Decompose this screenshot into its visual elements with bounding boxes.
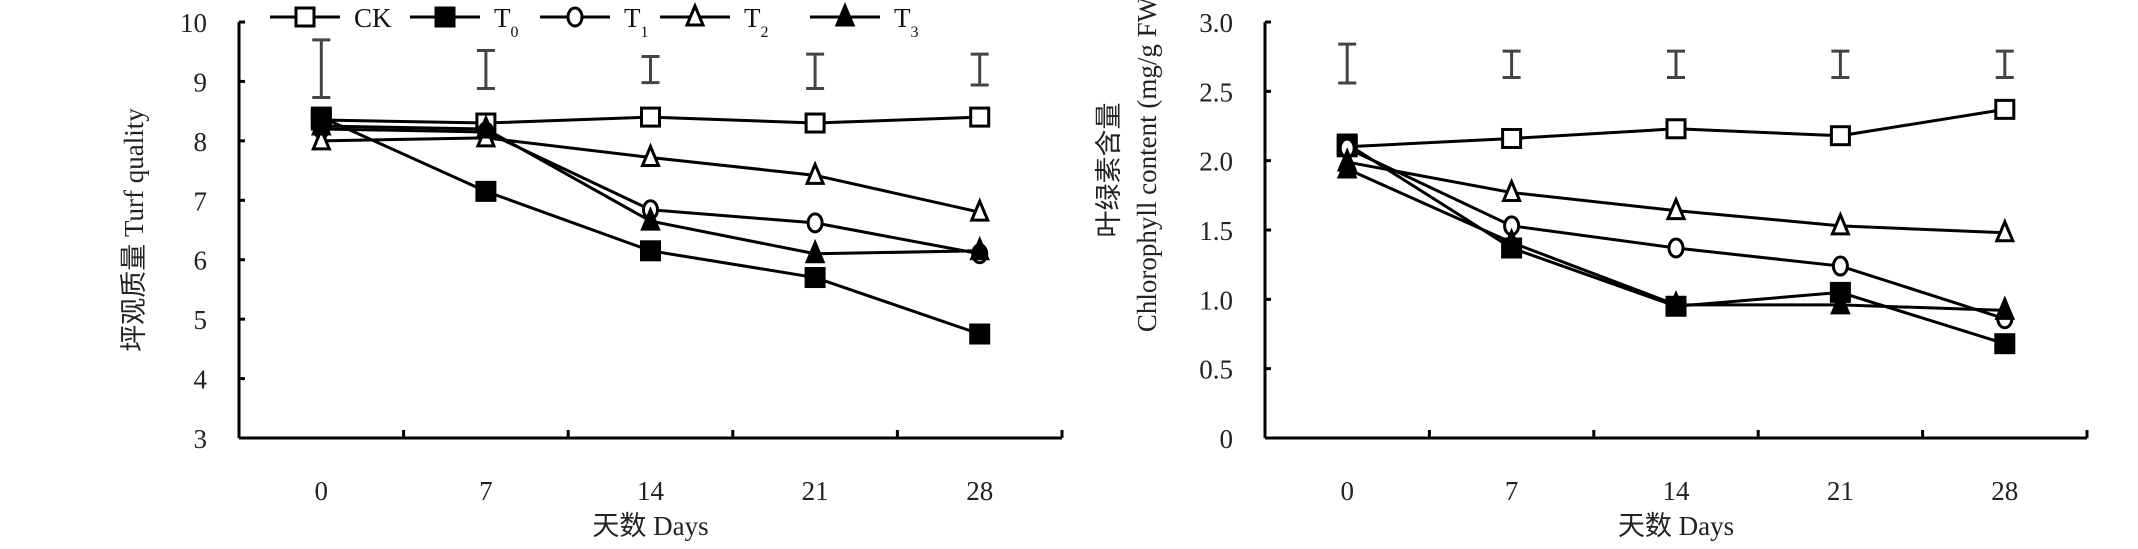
data-point: [1501, 177, 1522, 203]
legend-marker: [684, 2, 706, 27]
legend-label: T3: [894, 3, 919, 41]
data-point: [311, 111, 332, 136]
legend-item: T0: [410, 3, 519, 41]
data-point: [640, 240, 661, 262]
data-point: [806, 212, 824, 234]
x-tick-label: 0: [315, 476, 329, 506]
y-tick-label: 0.5: [1199, 355, 1233, 385]
data-point: [804, 238, 826, 264]
data-point: [1994, 217, 2016, 243]
x-axis-label: 天数 Days: [1618, 511, 1734, 541]
y-tick-label: 1.0: [1199, 285, 1233, 315]
data-point: [1665, 195, 1687, 221]
y-tick-label: 8: [194, 127, 208, 157]
error-bar: [1502, 49, 1521, 79]
series-T2: [311, 123, 990, 222]
series-T3: [311, 111, 990, 264]
data-point: [1994, 98, 2016, 120]
data-point: [804, 160, 826, 185]
legend-label: T0: [494, 3, 519, 41]
chart-1: 3 4 5 6 7 8 9 10 0 7 14 21 28 天数 Days 坪观质量 Turf qualit…: [119, 2, 1064, 541]
data-point: [1830, 290, 1851, 315]
y-tick-label: 2.5: [1199, 77, 1233, 107]
data-point: [475, 180, 497, 202]
data-point: [640, 106, 661, 128]
data-point: [1994, 333, 2016, 355]
error-bar: [1338, 42, 1357, 85]
data-point: [640, 206, 661, 231]
error-bar: [806, 52, 825, 91]
data-point: [1830, 210, 1851, 236]
legend-marker: [294, 6, 316, 28]
error-bar: [1995, 49, 2014, 79]
legend-marker: [834, 2, 856, 27]
data-point: [1994, 295, 2016, 320]
data-point: [475, 114, 497, 139]
legend-item: T1: [540, 3, 649, 41]
data-point: [804, 267, 826, 289]
y-tick-label: 5: [194, 305, 208, 335]
y-tick-label: 6: [194, 246, 208, 276]
data-point: [1831, 255, 1849, 277]
data-point: [1829, 125, 1851, 147]
y-tick-label: 1.5: [1199, 216, 1233, 246]
y-tick-label: 0: [1220, 424, 1234, 454]
legend-label: CK: [354, 3, 392, 33]
y-tick-label: 9: [194, 67, 208, 97]
error-bar: [970, 52, 989, 87]
y-tick-label: 10: [180, 8, 207, 38]
y-tick-label: 3: [194, 424, 208, 454]
data-point: [969, 323, 991, 345]
y-axis-label-cn: 叶绿素含量: [1094, 103, 1124, 238]
x-tick-label: 21: [1827, 476, 1854, 506]
data-point: [1667, 237, 1685, 259]
data-point: [969, 106, 991, 128]
y-axis-label: 坪观质量 Turf quality: [119, 108, 149, 352]
legend-item: T3: [810, 2, 919, 41]
data-point: [1665, 118, 1687, 140]
y-axis-label: Chlorophyll content (mg/g FW): [1132, 0, 1162, 332]
data-point: [1501, 227, 1522, 252]
x-tick-label: 28: [1991, 476, 2018, 506]
y-tick-label: 4: [194, 365, 208, 395]
series-T3: [1336, 154, 2016, 320]
legend-label: T1: [624, 3, 649, 41]
data-point: [804, 112, 826, 134]
x-axis-label: 天数 Days: [592, 511, 708, 541]
x-tick-label: 14: [637, 476, 665, 506]
error-bar: [476, 49, 495, 91]
y-tick-label: 2.0: [1199, 147, 1233, 177]
x-tick-label: 7: [479, 476, 493, 506]
error-bar: [312, 38, 331, 99]
x-tick-label: 7: [1505, 476, 1519, 506]
data-point: [311, 125, 332, 151]
error-bar: [641, 54, 660, 85]
data-point: [640, 142, 661, 167]
error-bar: [1831, 49, 1850, 79]
legend-item: T2: [660, 2, 769, 41]
x-tick-label: 0: [1340, 476, 1354, 506]
data-point: [1336, 154, 1358, 179]
legend-label: T2: [744, 3, 769, 41]
series-T0: [310, 106, 991, 345]
legend-item: CK: [270, 3, 392, 33]
y-tick-label: 3.0: [1199, 8, 1233, 38]
data-point: [969, 197, 990, 222]
x-tick-label: 28: [966, 476, 993, 506]
data-point: [969, 235, 990, 261]
legend-marker: [434, 6, 456, 28]
x-tick-label: 21: [802, 476, 829, 506]
series-CK: [1336, 98, 2016, 158]
data-point: [1501, 127, 1523, 149]
data-point: [1665, 290, 1687, 315]
y-tick-label: 7: [194, 186, 208, 216]
legend-marker: [566, 6, 584, 28]
x-tick-label: 14: [1663, 476, 1691, 506]
error-bar: [1667, 49, 1685, 79]
legend: CK T0 T1 T2 T3: [270, 2, 919, 41]
series-T2: [1336, 147, 2016, 243]
chart-2: 0 0.5 1.0 1.5 2.0 2.5 3.0 0 7 14 21 28 天数 Days 叶绿素含量 C…: [1094, 0, 2089, 541]
